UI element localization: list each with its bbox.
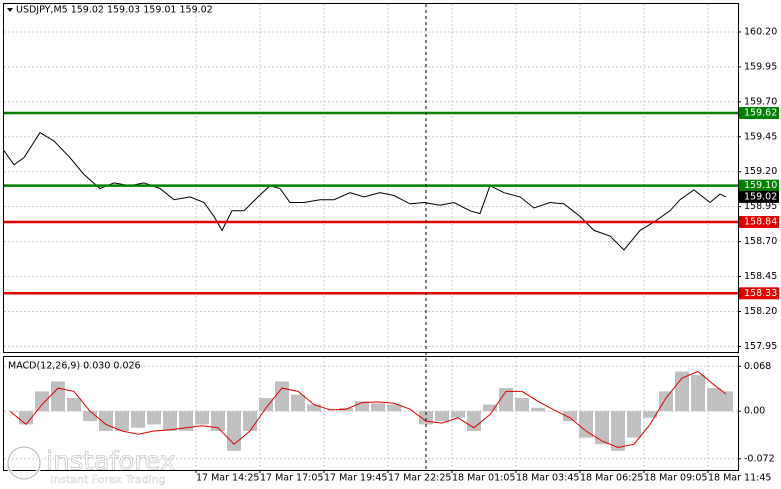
macd-bar	[499, 388, 513, 412]
last-price-box	[739, 190, 779, 203]
x-tick-label: 17 Mar 22:25	[388, 473, 451, 484]
macd-bar	[659, 391, 673, 412]
macd-bar	[243, 411, 257, 432]
macd-bar	[195, 411, 209, 425]
macd-bar	[35, 391, 49, 412]
macd-bar	[227, 411, 241, 451]
macd-bar	[83, 411, 97, 422]
y-tick-label: 160.20	[744, 26, 777, 37]
x-tick-label: 17 Mar 17:05	[260, 473, 323, 484]
price-panel	[3, 3, 739, 353]
macd-bar	[291, 394, 305, 412]
watermark: instaforex Instant Forex Trading	[6, 445, 176, 486]
logo-outline	[7, 446, 41, 480]
y-tick-label: 159.70	[744, 96, 777, 107]
macd-bar	[483, 404, 497, 412]
macd-bar	[595, 411, 609, 445]
chart-title: USDJPY,M5 159.02 159.03 159.01 159.02	[16, 5, 213, 16]
y-tick-label: 157.95	[744, 341, 777, 352]
plot-layer: 160.20 159.95 159.70 159.45 159.20 158.95 158.…	[3, 4, 779, 484]
macd-bar	[707, 388, 721, 412]
x-tick-label: 17 Mar 14:25	[196, 473, 259, 484]
level-label-box	[739, 287, 779, 300]
macd-bar	[719, 391, 733, 412]
macd-bar	[355, 401, 369, 412]
level-label: 159.10	[744, 180, 777, 191]
macd-bar	[531, 407, 545, 412]
macd-bar	[259, 397, 273, 412]
y-tick-label: 158.95	[744, 201, 777, 212]
macd-bar	[643, 411, 657, 418]
macd-bar	[515, 397, 529, 412]
macd-bar	[131, 411, 145, 428]
macd-bar	[691, 374, 705, 412]
macd-bar	[163, 411, 177, 432]
y-tick-label: 159.45	[744, 131, 777, 142]
y-tick-label: 158.20	[744, 306, 777, 317]
macd-bar	[99, 411, 113, 432]
macd-bar	[67, 397, 81, 412]
watermark-tagline: Instant Forex Trading	[50, 473, 166, 486]
x-tick-label: 18 Mar 03:45	[516, 473, 579, 484]
macd-bar	[675, 371, 689, 412]
macd-bar	[51, 381, 65, 412]
y-tick-label: 158.45	[744, 271, 777, 282]
watermark-brand: instaforex	[46, 447, 175, 477]
x-tick-label: 18 Mar 01:05	[452, 473, 515, 484]
level-label: 159.62	[744, 108, 777, 119]
macd-bar	[579, 411, 593, 438]
level-label: 158.84	[744, 217, 777, 228]
macd-bar	[611, 411, 625, 451]
macd-bar	[115, 411, 129, 432]
macd-bar	[387, 404, 401, 412]
level-label-box	[739, 216, 779, 229]
macd-title: MACD(12,26,9) 0.030 0.026	[8, 361, 141, 372]
x-tick-label: 17 Mar 19:45	[324, 473, 387, 484]
level-label-box	[739, 179, 779, 192]
macd-bar	[275, 381, 289, 412]
y-tick-label: 0.00	[744, 406, 765, 417]
macd-bar	[371, 403, 385, 412]
macd-bar	[451, 411, 465, 418]
macd-bar	[179, 411, 193, 432]
y-tick-label: 158.70	[744, 236, 777, 247]
macd-bar	[627, 411, 641, 438]
level-label-box	[739, 107, 779, 120]
symbol-arrow	[7, 8, 13, 12]
y-tick-label: -0.072	[744, 453, 775, 464]
y-tick-label: 159.20	[744, 166, 777, 177]
signal-line	[9, 370, 727, 449]
macd-bar	[435, 411, 449, 422]
macd-bar	[211, 411, 225, 432]
macd-bar	[307, 404, 321, 412]
level-label: 158.33	[744, 288, 777, 299]
macd-bar	[147, 411, 161, 425]
x-tick-label: 18 Mar 11:45	[708, 473, 771, 484]
y-tick-label: 0.068	[744, 361, 771, 372]
x-tick-label: 18 Mar 06:25	[580, 473, 643, 484]
y-tick-label: 159.95	[744, 61, 777, 72]
macd-bar	[563, 411, 577, 422]
x-tick-label: 18 Mar 09:05	[644, 473, 707, 484]
last-price-label: 159.02	[744, 191, 777, 202]
